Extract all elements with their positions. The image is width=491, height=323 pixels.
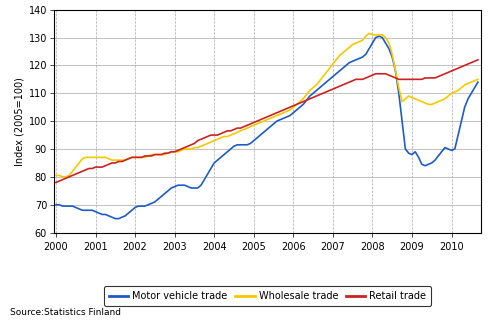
Wholesale trade [475, 78, 481, 81]
Y-axis label: Index (2005=100): Index (2005=100) [14, 77, 25, 166]
Motor vehicle trade [53, 203, 59, 207]
Motor vehicle trade [475, 80, 481, 84]
Motor vehicle trade [392, 69, 398, 73]
Wholesale trade [76, 161, 82, 165]
Wholesale trade [277, 112, 283, 116]
Retail trade [274, 111, 280, 115]
Wholesale trade [366, 31, 372, 35]
Motor vehicle trade [112, 217, 118, 221]
Retail trade [168, 150, 174, 154]
Retail trade [53, 181, 59, 184]
Retail trade [422, 76, 428, 80]
Wholesale trade [307, 89, 313, 92]
Wholesale trade [172, 150, 178, 154]
Motor vehicle trade [376, 34, 382, 38]
Wholesale trade [429, 102, 435, 106]
Motor vehicle trade [429, 161, 435, 165]
Retail trade [303, 98, 309, 102]
Line: Retail trade: Retail trade [56, 60, 478, 182]
Motor vehicle trade [307, 94, 313, 98]
Line: Wholesale trade: Wholesale trade [56, 33, 478, 177]
Motor vehicle trade [172, 185, 178, 189]
Retail trade [73, 172, 79, 176]
Wholesale trade [59, 175, 65, 179]
Line: Motor vehicle trade: Motor vehicle trade [56, 36, 478, 219]
Legend: Motor vehicle trade, Wholesale trade, Retail trade: Motor vehicle trade, Wholesale trade, Re… [104, 287, 431, 306]
Motor vehicle trade [73, 205, 79, 209]
Retail trade [475, 58, 481, 62]
Text: Source:Statistics Finland: Source:Statistics Finland [10, 307, 121, 317]
Retail trade [386, 73, 392, 77]
Wholesale trade [392, 69, 398, 73]
Motor vehicle trade [277, 118, 283, 122]
Wholesale trade [53, 173, 59, 177]
